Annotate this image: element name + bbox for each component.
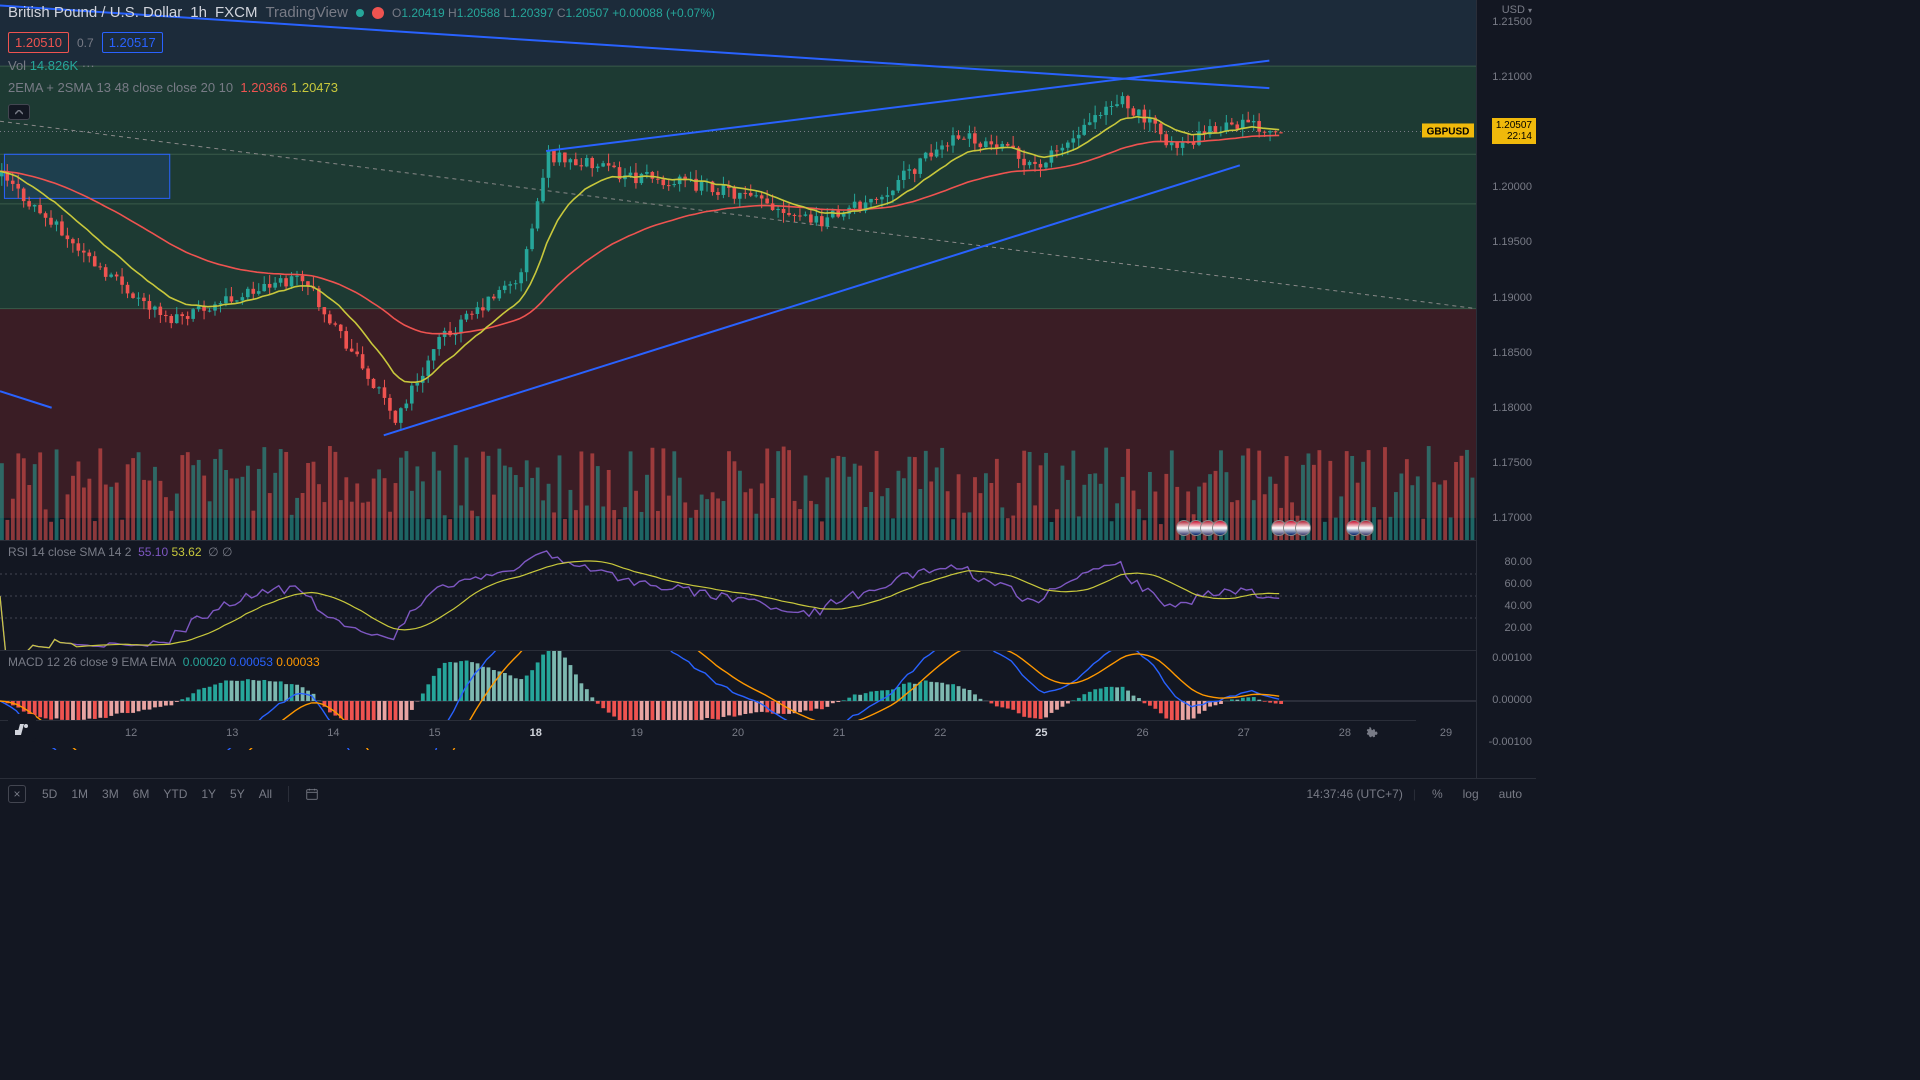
calendar-icon[interactable]	[299, 783, 325, 805]
status-dot-red	[372, 7, 384, 19]
date-tick: 12	[125, 727, 137, 739]
date-tick: 28	[1339, 727, 1351, 739]
gear-icon[interactable]	[1364, 727, 1378, 741]
range-3m[interactable]: 3M	[96, 783, 125, 805]
range-ytd[interactable]: YTD	[157, 783, 193, 805]
range-1y[interactable]: 1Y	[195, 783, 222, 805]
volume-label: Vol 14.826K ···	[8, 58, 95, 73]
clock[interactable]: 14:37:46 (UTC+7)	[1306, 787, 1402, 801]
spread: 0.7	[77, 36, 94, 50]
timeframe[interactable]: 1h	[190, 4, 207, 21]
bottom-toolbar: × 5D1M3M6MYTD1Y5YAll 14:37:46 (UTC+7) | …	[0, 778, 1536, 808]
exchange: FXCM	[215, 4, 258, 21]
time-axis[interactable]: 111213141518192021222526272829	[0, 720, 1416, 748]
price-tick: 1.21500	[1492, 16, 1532, 28]
range-1m[interactable]: 1M	[65, 783, 94, 805]
collapse-button[interactable]	[8, 104, 30, 120]
ema-indicator-label: 2EMA + 2SMA 13 48 close close 20 10 1.20…	[8, 80, 338, 95]
price-tick: 1.18500	[1492, 347, 1532, 359]
price-tick: 1.20000	[1492, 181, 1532, 193]
range-6m[interactable]: 6M	[127, 783, 156, 805]
bid-ask-boxes: 1.20510 0.7 1.20517	[8, 32, 163, 53]
price-axis[interactable]: USD ▾ 1.215001.210001.205001.200001.1950…	[1476, 0, 1536, 778]
currency-label[interactable]: USD ▾	[1502, 4, 1532, 16]
date-tick: 21	[833, 727, 845, 739]
ohlc-display: O1.20419 H1.20588 L1.20397 C1.20507 +0.0…	[392, 6, 715, 20]
rsi-pane[interactable]: RSI 14 close SMA 14 2 55.10 53.62 ∅ ∅	[0, 540, 1476, 650]
price-tick: 1.17500	[1492, 457, 1532, 469]
range-5y[interactable]: 5Y	[224, 783, 251, 805]
macd-label: MACD 12 26 close 9 EMA EMA 0.00020 0.000…	[8, 655, 320, 669]
price-tick: 1.19000	[1492, 292, 1532, 304]
event-flags-1[interactable]	[1180, 520, 1228, 536]
event-flags-3[interactable]	[1350, 520, 1374, 536]
status-dot-green	[356, 9, 364, 17]
last-price-badge: 1.2050722:14	[1492, 118, 1536, 144]
svg-text:GBPUSD: GBPUSD	[1427, 126, 1470, 137]
date-tick: 20	[732, 727, 744, 739]
axis-mode-%[interactable]: %	[1426, 783, 1449, 805]
symbol-header: British Pound / U.S. Dollar 1h FXCM Trad…	[8, 4, 715, 21]
symbol-name[interactable]: British Pound / U.S. Dollar	[8, 4, 182, 21]
close-button[interactable]: ×	[8, 785, 26, 803]
price-tick: 1.18000	[1492, 402, 1532, 414]
brand: TradingView	[265, 4, 348, 21]
bid-box[interactable]: 1.20510	[8, 32, 69, 53]
date-tick: 29	[1440, 727, 1452, 739]
axis-mode-log[interactable]: log	[1457, 783, 1485, 805]
range-5d[interactable]: 5D	[36, 783, 63, 805]
date-tick: 26	[1136, 727, 1148, 739]
date-tick: 14	[327, 727, 339, 739]
date-tick: 18	[530, 727, 542, 739]
axis-mode-auto[interactable]: auto	[1493, 783, 1528, 805]
date-tick: 22	[934, 727, 946, 739]
date-tick: 19	[631, 727, 643, 739]
tradingview-logo[interactable]	[8, 714, 36, 742]
price-tick: 1.19500	[1492, 236, 1532, 248]
date-tick: 15	[428, 727, 440, 739]
event-flags-2[interactable]	[1275, 520, 1311, 536]
price-pane[interactable]: GBPUSD British Pound / U.S. Dollar 1h FX…	[0, 0, 1476, 540]
date-tick: 25	[1035, 727, 1047, 739]
ask-box[interactable]: 1.20517	[102, 32, 163, 53]
rsi-label: RSI 14 close SMA 14 2 55.10 53.62 ∅ ∅	[8, 545, 232, 559]
date-tick: 27	[1238, 727, 1250, 739]
range-all[interactable]: All	[253, 783, 278, 805]
date-tick: 13	[226, 727, 238, 739]
price-tick: 1.21000	[1492, 71, 1532, 83]
price-tick: 1.17000	[1492, 512, 1532, 524]
